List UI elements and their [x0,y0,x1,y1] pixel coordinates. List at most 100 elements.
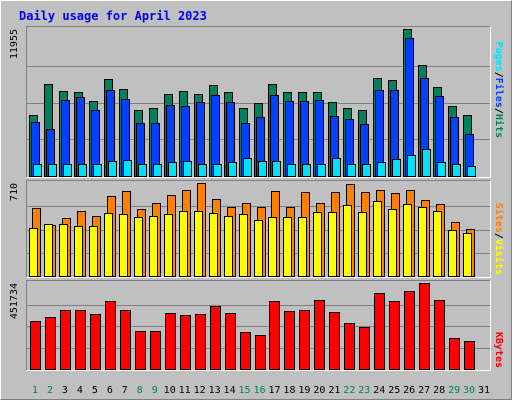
pages-bar [228,162,237,177]
kbytes-bar [284,311,295,370]
visits-bar [373,201,382,277]
panel-inset-shadow [26,26,491,178]
visits-bar [74,226,83,277]
day-label: 1 [32,385,38,396]
panel-inset-shadow [26,280,491,371]
kbytes-bar [90,314,101,370]
day-label: 9 [152,385,158,396]
legend-separator: / [493,233,504,239]
pages-legend-label: Pages [493,42,504,72]
day-label: 18 [283,385,295,396]
day-label: 27 [418,385,430,396]
day-label: 26 [403,385,415,396]
visits-bar [433,211,442,277]
day-labels: 1 2 3 4 5 6 7 8 9 10 11 12 13 14 15 16 17 18 19 20 21 22 23 24 2… [32,385,490,396]
panel-inset-highlight [26,280,491,371]
kbytes-bar [210,306,221,370]
visits-bar [179,211,188,277]
kbytes-bar [195,314,206,370]
day-label: 6 [107,385,113,396]
kbytes-bar [150,331,161,370]
day-label: 30 [463,385,475,396]
pages-bar [362,164,371,177]
kbytes-legend: KBytes [493,332,504,368]
pages-bar [243,158,252,177]
visits-sites-panel: 710 [9,180,491,278]
day-label: 16 [253,385,265,396]
sites-legend-label: Sites [493,203,505,233]
hits-legend-label: Hits [493,114,505,138]
kbytes-bar [269,301,280,370]
pages-bar [48,164,57,177]
day-label: 8 [137,385,143,396]
chart-title: Daily usage for April 2023 [19,9,207,23]
kbytes-bar [314,300,325,370]
day-label: 7 [122,385,128,396]
kbytes-bar [255,335,266,370]
day-label: 15 [239,385,251,396]
visits-bar [313,212,322,277]
day-label: 13 [209,385,221,396]
pages-bar [63,164,72,177]
panel-inset-highlight [26,180,491,278]
visits-series [29,201,472,277]
kbytes-bar [404,291,415,370]
visits-bar [358,212,367,277]
visits-bar [224,216,233,277]
day-label: 17 [268,385,280,396]
visits-bar [29,228,38,277]
day-label: 10 [164,385,176,396]
kbytes-bar [180,315,191,370]
pages-bar [437,162,446,177]
kbytes-bar [419,283,430,370]
kbytes-bar [329,312,340,370]
visits-bar [149,216,158,277]
pages-bar [138,164,147,177]
kbytes-bar [45,317,56,370]
day-label: 12 [194,385,206,396]
day-label: 3 [62,385,68,396]
sites-visits-legend: Sites/Visits [493,203,505,275]
pages-bar [407,155,416,177]
visits-legend-label: Visits [493,239,505,275]
visits-bar [283,217,292,277]
panel-inset-shadow [26,180,491,278]
visits-bar [403,204,412,277]
visits-bar [104,213,113,277]
kbytes-bar [240,332,251,370]
day-label: 4 [77,385,83,396]
hits-files-pages-panel: 11955 [9,26,491,178]
hits-files-pages-legend: Pages/Files/Hits [493,42,505,138]
pages-bar [33,164,42,177]
visits-bar [418,207,427,277]
pages-bar [467,166,476,177]
visits-bar [328,212,337,277]
kbytes-bar [105,301,116,370]
visits-bar [388,209,397,277]
visits-bar [239,214,248,277]
day-label: 29 [448,385,460,396]
pages-bar [153,164,162,177]
visits-bar [448,230,457,277]
visits-bar [298,217,307,277]
day-label: 14 [224,385,236,396]
kbytes-bar [60,310,71,370]
visits-bar [463,233,472,277]
pages-bar [93,164,102,177]
pages-bar [422,149,431,177]
pages-bar [78,164,87,177]
day-label: 25 [388,385,400,396]
pages-bar [123,160,132,177]
pages-bar [287,164,296,177]
visits-bar [134,217,143,277]
pages-bar [108,161,117,177]
visits-bar [209,213,218,277]
kbytes-bar [374,293,385,370]
kbytes-series [30,283,475,370]
day-label: 11 [179,385,191,396]
pages-bar [168,162,177,177]
legend-separator: / [493,108,504,114]
kbytes-panel: 451734 [9,280,491,371]
day-label: 20 [313,385,325,396]
